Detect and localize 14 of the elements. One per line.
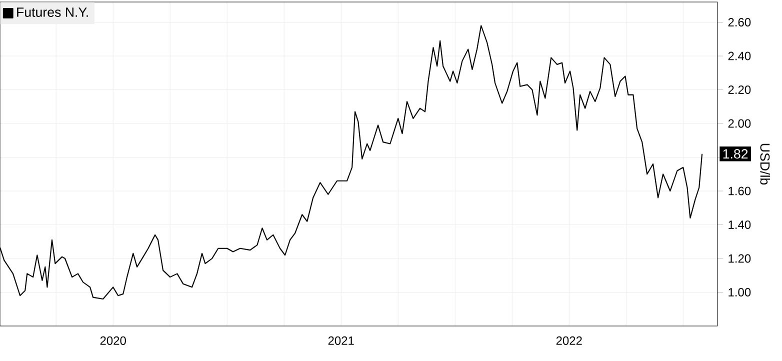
y-tick-label: 2.60 bbox=[728, 18, 751, 27]
y-tick-label: 1.60 bbox=[728, 186, 751, 196]
y-tick-label: 1.00 bbox=[728, 288, 751, 297]
y-tick-label: 1.40 bbox=[728, 220, 751, 230]
x-tick-label: 2021 bbox=[328, 336, 354, 345]
x-tick-label: 2022 bbox=[556, 336, 582, 345]
y-tick-label: 2.00 bbox=[728, 119, 751, 128]
x-tick-label: 2020 bbox=[100, 336, 126, 345]
y-tick-label: 2.20 bbox=[728, 85, 751, 94]
annotation: 1.82 bbox=[723, 149, 748, 159]
y-tick-label: 1.20 bbox=[728, 254, 751, 263]
y-tick-label: 2.40 bbox=[728, 52, 751, 60]
y-axis-title: USD/lb bbox=[760, 144, 770, 185]
legend-label: Futures N.Y. bbox=[17, 8, 88, 17]
